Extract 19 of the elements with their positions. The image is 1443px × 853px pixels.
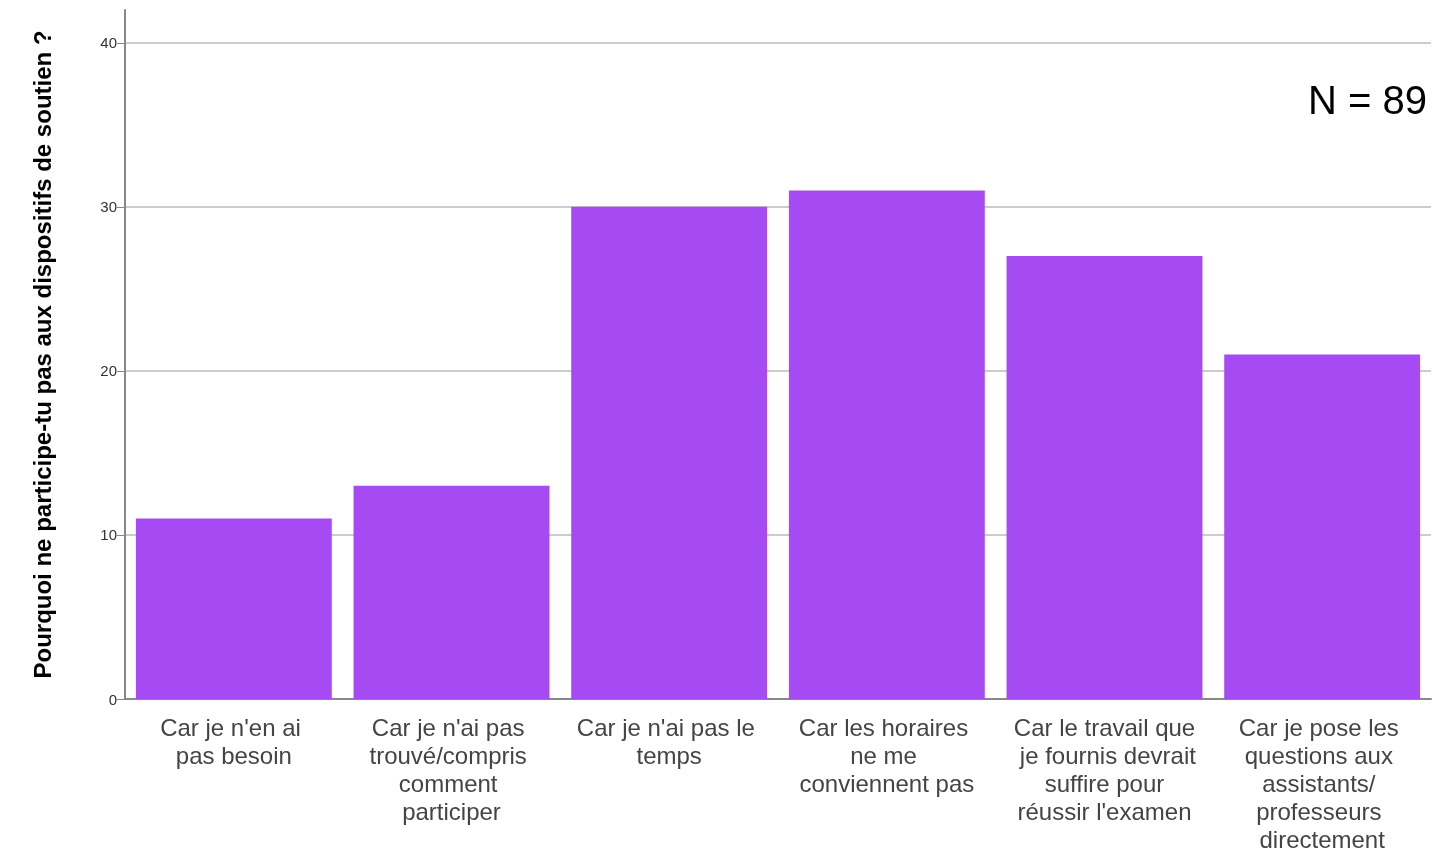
x-tick-label: Car les horaires ne me conviennent pas xyxy=(798,713,975,797)
x-tick-label: Car je pose les questions aux assistants/ professeurs directement xyxy=(1238,713,1406,853)
bar xyxy=(571,206,768,699)
y-tick-label: 0 xyxy=(108,690,117,708)
bar xyxy=(135,518,332,699)
x-tick-label: Car je n'en ai pas besoin xyxy=(160,713,308,769)
bar xyxy=(353,485,550,699)
y-tick-label: 10 xyxy=(100,526,117,544)
bar xyxy=(1224,354,1421,699)
y-tick-label: 20 xyxy=(100,362,117,380)
annotation: N = 89 xyxy=(1308,78,1427,122)
y-axis-title: Pourquoi ne participe-tu pas aux dispositifs de soutien ? xyxy=(28,30,56,679)
x-tick-label: Car je n'ai pas trouvé/compris comment participer xyxy=(369,713,534,825)
bar xyxy=(1006,256,1203,699)
y-tick-label: 40 xyxy=(100,34,117,52)
x-tick-label: Car le travail que je fournis devrait suffire pour réussir l'examen xyxy=(1013,713,1197,825)
y-tick-label: 30 xyxy=(100,198,117,216)
bar xyxy=(788,190,985,699)
x-tick-label: Car je n'ai pas le temps xyxy=(576,713,762,769)
